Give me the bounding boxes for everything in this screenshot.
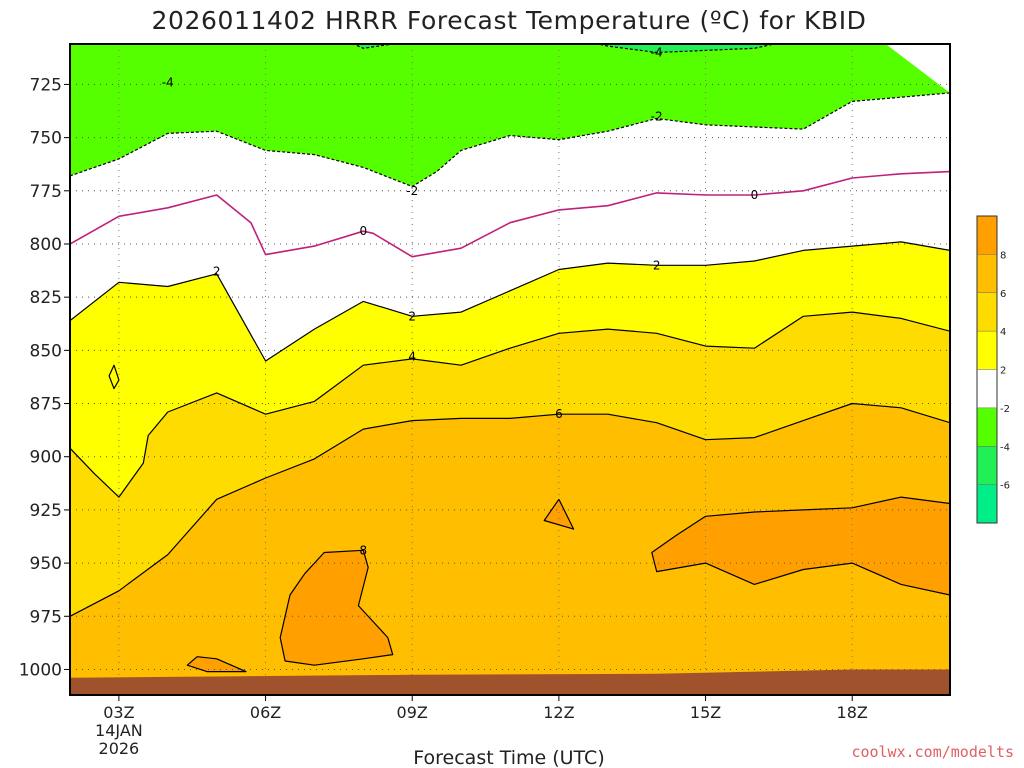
x-tick-label: 18Z	[837, 703, 868, 722]
grid-layer	[70, 44, 950, 695]
colorbar-swatch	[977, 369, 997, 408]
colorbar-swatch	[977, 292, 997, 332]
x-tick-label: 06Z	[250, 703, 281, 722]
contour-line	[70, 311, 950, 498]
contour-label: -2	[651, 109, 663, 123]
contour-layer	[70, 44, 950, 673]
contour-line	[70, 170, 950, 258]
x-tick-label: 12Z	[543, 703, 574, 722]
warm-pocket-fill	[544, 499, 574, 530]
y-tick-label: 900	[30, 448, 62, 468]
ground-surface	[70, 669, 950, 695]
warm-pocket-fill	[651, 497, 950, 595]
contour-line	[70, 92, 950, 188]
colorbar-tick-label: -6	[1000, 481, 1010, 492]
plot-frame	[69, 43, 951, 696]
y-tick-label: 775	[30, 182, 62, 202]
contour-label: 4	[408, 350, 416, 364]
warm-pocket-fill	[187, 656, 246, 672]
contour-line	[108, 364, 120, 390]
temperature-band	[70, 312, 950, 617]
colorbar-tick-label: 2	[1000, 366, 1006, 377]
x-tick-label: 09Z	[397, 703, 428, 722]
y-tick-label: 925	[30, 501, 62, 521]
colorbar: 8 6 4 2 -2 -4 -6	[976, 215, 1010, 524]
colorbar-swatch	[977, 484, 997, 523]
x-tick-label: 15Z	[690, 703, 721, 722]
temperature-fill-layer	[70, 44, 950, 695]
temperature-band	[70, 44, 950, 53]
y-tick-label: 850	[30, 341, 62, 361]
colorbar-swatch	[977, 331, 997, 370]
colorbar-tick-label: -2	[1000, 404, 1010, 415]
contour-label: -4	[162, 75, 174, 89]
x-axis-label: Forecast Time (UTC)	[413, 747, 604, 768]
y-tick-label: 800	[30, 235, 62, 255]
colorbar-tick-label: 6	[1000, 289, 1006, 300]
y-axis: 725 750 775 800 825 850 875 900 925 950 975 1000	[19, 75, 70, 680]
colorbar-tick-label: 4	[1000, 327, 1006, 338]
contour-label: 0	[751, 188, 759, 202]
colorbar-tick-label: -4	[1000, 442, 1010, 453]
warm-pocket-fill	[280, 550, 393, 666]
ground-layer	[70, 669, 950, 695]
temperature-band	[70, 241, 950, 498]
contour-label: 2	[213, 265, 221, 279]
x-date-label: 14JAN	[95, 721, 143, 740]
contour-label: 0	[360, 224, 368, 238]
x-year-label: 2026	[99, 739, 140, 758]
contour-line	[543, 498, 575, 530]
y-tick-label: 975	[30, 607, 62, 627]
temperature-band	[70, 92, 950, 257]
chart-title: 2026011402 HRRR Forecast Temperature (ºC…	[151, 6, 866, 35]
contour-label: 2	[653, 258, 661, 272]
contour-line	[651, 496, 950, 596]
temperature-band	[70, 44, 950, 187]
contour-line	[70, 241, 950, 362]
y-tick-label: 875	[30, 395, 62, 415]
colorbar-swatch	[977, 446, 997, 485]
contour-label-layer: -4 -4 -2 -2 0 0 2 2 2 4 6 8	[162, 46, 759, 558]
contour-line	[186, 656, 247, 673]
contour-label: -4	[651, 46, 663, 60]
colorbar-swatch	[977, 254, 997, 293]
contour-line	[279, 549, 394, 666]
temperature-band	[70, 171, 950, 361]
colorbar-tick-label: 8	[1000, 250, 1006, 261]
y-tick-label: 750	[30, 129, 62, 149]
colorbar-swatch	[977, 216, 997, 255]
colorbar-swatch	[977, 407, 997, 447]
contour-label: 6	[555, 407, 563, 421]
y-tick-label: 725	[30, 75, 62, 95]
contour-label: 2	[408, 309, 416, 323]
y-tick-label: 825	[30, 288, 62, 308]
credit-text: coolwx.com/modelts	[851, 743, 1014, 761]
y-tick-label: 1000	[19, 660, 62, 680]
contour-label: -2	[406, 184, 418, 198]
x-tick-label: 03Z	[103, 703, 134, 722]
contour-line	[70, 402, 950, 617]
contour-line	[352, 44, 777, 54]
contour-label: 8	[360, 543, 368, 557]
y-tick-label: 950	[30, 554, 62, 574]
